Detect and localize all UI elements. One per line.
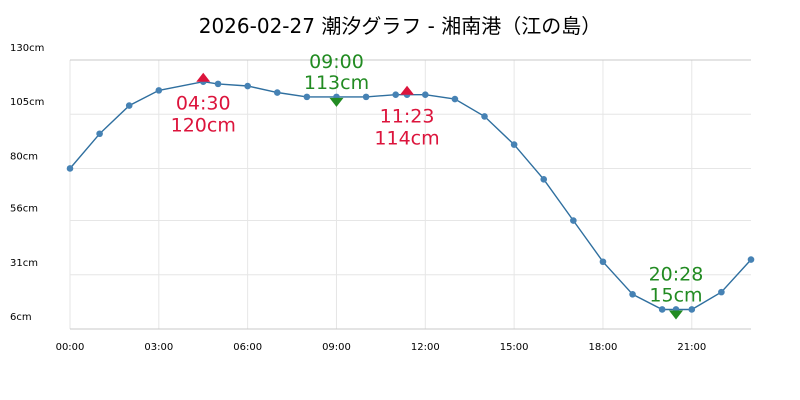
tide-point — [688, 306, 696, 313]
low-tide-time-label: 20:28 — [649, 263, 704, 285]
high-tide-marker — [196, 72, 211, 82]
tide-point — [362, 93, 370, 101]
chart-title: 2026-02-27 潮汐グラフ - 湘南港（江の島） — [199, 14, 602, 38]
y-tick-label: 130cm — [10, 43, 44, 54]
tide-point — [214, 80, 222, 88]
low-tide-marker — [668, 310, 683, 320]
y-tick-label: 31cm — [10, 258, 38, 269]
tide-point — [125, 102, 133, 109]
tide-point — [540, 176, 548, 183]
low-tide-height-label: 113cm — [304, 72, 369, 94]
x-tick-label: 18:00 — [589, 342, 618, 353]
tide-point — [392, 91, 399, 99]
tide-point — [570, 217, 577, 224]
low-tide-height-label: 15cm — [649, 284, 702, 306]
x-tick-label: 12:00 — [411, 342, 440, 353]
tide-point — [451, 95, 459, 103]
high-tide-time-label: 04:30 — [176, 93, 231, 115]
x-tick-label: 21:00 — [677, 342, 706, 353]
y-tick-label: 56cm — [10, 204, 38, 215]
high-tide-time-label: 11:23 — [380, 106, 435, 128]
high-tide-height-label: 120cm — [171, 115, 236, 137]
tick-label-layer: 6cm 31cm 56cm 80cm 105cm 130cm 00:00 03:00 06:00… — [10, 43, 706, 353]
tide-point — [629, 290, 636, 298]
high-tide-marker — [400, 85, 415, 95]
low-tide-time-label: 09:00 — [309, 51, 364, 73]
x-tick-label: 03:00 — [144, 342, 173, 353]
tide-point — [510, 141, 518, 148]
x-tick-label: 15:00 — [500, 342, 529, 353]
tide-point — [96, 130, 103, 138]
tide-point — [66, 165, 74, 172]
tide-point — [599, 258, 607, 266]
y-tick-label: 105cm — [10, 97, 44, 108]
tide-point — [422, 91, 429, 99]
low-tide-marker — [329, 97, 344, 107]
high-tide-height-label: 114cm — [374, 128, 439, 150]
tide-point — [303, 93, 311, 101]
y-tick-label: 6cm — [10, 312, 32, 323]
tide-point — [155, 87, 163, 94]
tide-point — [481, 113, 488, 120]
tide-point — [718, 288, 725, 296]
x-tick-label: 00:00 — [56, 342, 85, 353]
x-tick-label: 06:00 — [233, 342, 262, 353]
tide-point — [244, 82, 251, 90]
axis-layer — [70, 59, 751, 330]
tide-point — [658, 306, 666, 313]
tide-point — [747, 256, 755, 263]
x-tick-label: 09:00 — [322, 342, 351, 353]
y-tick-label: 80cm — [10, 151, 38, 162]
tide-point — [273, 89, 281, 96]
